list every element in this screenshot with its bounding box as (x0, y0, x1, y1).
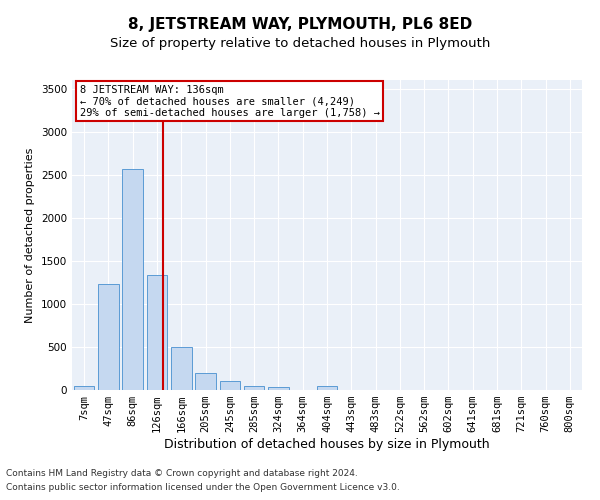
Bar (122, 168, 143, 390)
Bar (74, 386, 94, 390)
Text: 8, JETSTREAM WAY, PLYMOUTH, PL6 8ED: 8, JETSTREAM WAY, PLYMOUTH, PL6 8ED (128, 18, 472, 32)
Text: Contains HM Land Registry data © Crown copyright and database right 2024.: Contains HM Land Registry data © Crown c… (6, 468, 358, 477)
X-axis label: Distribution of detached houses by size in Plymouth: Distribution of detached houses by size … (164, 438, 490, 451)
Bar (317, 386, 337, 390)
Text: 8 JETSTREAM WAY: 136sqm
← 70% of detached houses are smaller (4,249)
29% of semi: 8 JETSTREAM WAY: 136sqm ← 70% of detache… (80, 84, 380, 118)
Bar (98, 284, 119, 390)
Y-axis label: Number of detached properties: Number of detached properties (25, 148, 35, 322)
Bar (146, 274, 167, 390)
Bar (244, 386, 265, 390)
Bar (220, 382, 240, 390)
Text: Contains public sector information licensed under the Open Government Licence v3: Contains public sector information licen… (6, 484, 400, 492)
Text: Size of property relative to detached houses in Plymouth: Size of property relative to detached ho… (110, 38, 490, 51)
Bar (171, 347, 191, 390)
Bar (195, 373, 216, 390)
Bar (268, 386, 289, 390)
